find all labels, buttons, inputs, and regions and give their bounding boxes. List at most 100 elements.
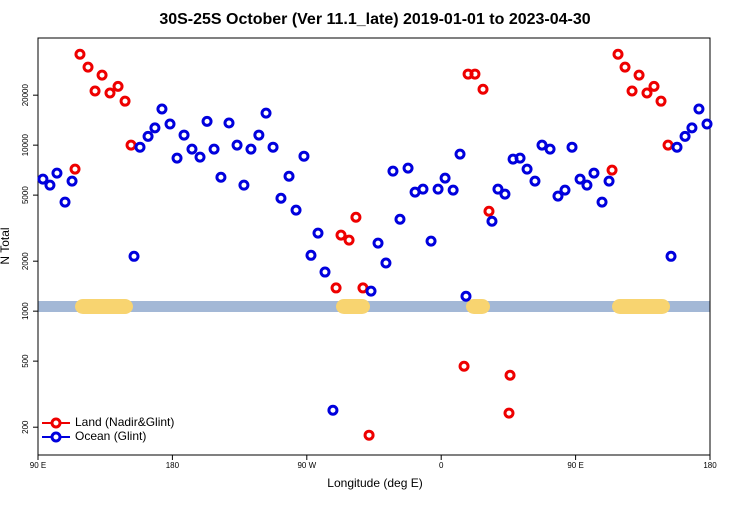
y-tick-label: 1000 xyxy=(21,302,30,320)
point xyxy=(69,163,81,175)
point xyxy=(44,179,56,191)
point xyxy=(387,165,399,177)
point xyxy=(439,172,451,184)
point xyxy=(51,167,63,179)
band-land xyxy=(466,299,490,314)
y-tick-label: 20000 xyxy=(21,84,30,107)
chart-title: 30S-25S October (Ver 11.1_late) 2019-01-… xyxy=(159,11,590,28)
point xyxy=(641,87,653,99)
y-tick-label: 5000 xyxy=(21,186,30,204)
point xyxy=(238,179,250,191)
point xyxy=(499,188,511,200)
point xyxy=(164,118,176,130)
point xyxy=(350,211,362,223)
x-tick-label: 90 E xyxy=(30,461,46,470)
point xyxy=(267,141,279,153)
point xyxy=(260,107,272,119)
point xyxy=(365,285,377,297)
x-tick-label: 180 xyxy=(166,461,180,470)
legend-marker xyxy=(50,431,62,443)
land-band xyxy=(38,299,710,314)
point xyxy=(504,369,516,381)
point xyxy=(119,95,131,107)
point xyxy=(372,237,384,249)
point xyxy=(606,164,618,176)
plot-frame xyxy=(37,37,711,456)
point xyxy=(469,68,481,80)
point xyxy=(305,249,317,261)
x-tick-label: 90 E xyxy=(567,461,583,470)
point xyxy=(566,141,578,153)
point xyxy=(335,229,347,241)
point xyxy=(125,139,137,151)
band-land xyxy=(75,299,133,314)
point xyxy=(454,148,466,160)
band-land xyxy=(336,299,370,314)
point xyxy=(432,183,444,195)
point xyxy=(201,115,213,127)
point xyxy=(223,117,235,129)
point xyxy=(215,171,227,183)
point xyxy=(186,143,198,155)
point xyxy=(603,175,615,187)
x-tick-label: 180 xyxy=(703,461,717,470)
point xyxy=(417,183,429,195)
point xyxy=(679,130,691,142)
point xyxy=(492,183,504,195)
point xyxy=(37,173,49,185)
point xyxy=(544,143,556,155)
point xyxy=(612,48,624,60)
point xyxy=(596,196,608,208)
point xyxy=(665,250,677,262)
point xyxy=(394,213,406,225)
point xyxy=(619,61,631,73)
point xyxy=(425,235,437,247)
point xyxy=(312,227,324,239)
point xyxy=(112,80,124,92)
point xyxy=(648,80,660,92)
point xyxy=(552,190,564,202)
point xyxy=(156,103,168,115)
point xyxy=(319,266,331,278)
point xyxy=(483,205,495,217)
point xyxy=(66,175,78,187)
point xyxy=(231,139,243,151)
point xyxy=(245,143,257,155)
point xyxy=(298,150,310,162)
point xyxy=(477,83,489,95)
point xyxy=(134,141,146,153)
legend-marker xyxy=(50,417,62,429)
point xyxy=(149,122,161,134)
point xyxy=(701,118,713,130)
point xyxy=(633,69,645,81)
point xyxy=(330,282,342,294)
x-axis-label: Longitude (deg E) xyxy=(327,476,422,490)
point xyxy=(178,129,190,141)
point xyxy=(559,184,571,196)
y-tick-label: 200 xyxy=(21,420,30,434)
y-axis-label: N Total xyxy=(0,227,12,264)
point xyxy=(529,175,541,187)
point xyxy=(327,404,339,416)
point xyxy=(96,69,108,81)
point xyxy=(460,290,472,302)
band-land xyxy=(612,299,670,314)
point xyxy=(142,130,154,142)
point xyxy=(380,257,392,269)
legend-label: Ocean (Glint) xyxy=(75,429,146,443)
point xyxy=(514,152,526,164)
point xyxy=(693,103,705,115)
point xyxy=(574,173,586,185)
point xyxy=(402,162,414,174)
point xyxy=(82,61,94,73)
point xyxy=(343,234,355,246)
point xyxy=(253,129,265,141)
point xyxy=(655,95,667,107)
point xyxy=(128,250,140,262)
y-tick-label: 500 xyxy=(21,354,30,368)
point xyxy=(104,87,116,99)
point xyxy=(171,152,183,164)
point xyxy=(503,407,515,419)
point xyxy=(208,143,220,155)
